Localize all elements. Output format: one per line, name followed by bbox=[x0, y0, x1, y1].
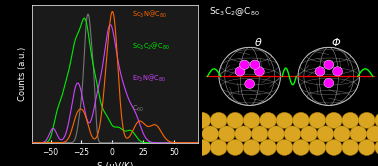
Circle shape bbox=[324, 78, 334, 88]
Circle shape bbox=[202, 126, 219, 142]
Circle shape bbox=[293, 139, 309, 155]
Circle shape bbox=[218, 126, 235, 142]
Circle shape bbox=[254, 67, 264, 76]
Circle shape bbox=[245, 79, 255, 88]
Circle shape bbox=[309, 112, 326, 128]
Circle shape bbox=[194, 112, 211, 128]
Circle shape bbox=[325, 139, 342, 155]
Circle shape bbox=[284, 126, 301, 142]
Circle shape bbox=[350, 126, 367, 142]
Text: Φ: Φ bbox=[332, 38, 340, 48]
X-axis label: S (μV/K): S (μV/K) bbox=[97, 162, 133, 166]
Circle shape bbox=[315, 67, 325, 76]
Text: C$_{60}$: C$_{60}$ bbox=[132, 104, 144, 114]
Circle shape bbox=[185, 126, 202, 142]
Circle shape bbox=[366, 126, 378, 142]
Circle shape bbox=[325, 112, 342, 128]
Circle shape bbox=[210, 112, 227, 128]
Circle shape bbox=[210, 139, 227, 155]
Circle shape bbox=[358, 139, 375, 155]
Circle shape bbox=[240, 60, 249, 69]
Circle shape bbox=[194, 139, 211, 155]
Circle shape bbox=[260, 139, 276, 155]
Circle shape bbox=[250, 60, 260, 69]
Text: θ: θ bbox=[255, 38, 262, 48]
Circle shape bbox=[227, 139, 243, 155]
Text: Sc$_3$N@C$_{80}$: Sc$_3$N@C$_{80}$ bbox=[132, 9, 167, 20]
Circle shape bbox=[317, 126, 334, 142]
Circle shape bbox=[324, 60, 334, 69]
Circle shape bbox=[342, 139, 359, 155]
Circle shape bbox=[333, 67, 342, 76]
Text: Sc$_3$C$_2$@C$_{80}$: Sc$_3$C$_2$@C$_{80}$ bbox=[132, 41, 170, 52]
Circle shape bbox=[375, 112, 378, 128]
Circle shape bbox=[276, 112, 293, 128]
Y-axis label: Counts (a.u.): Counts (a.u.) bbox=[17, 47, 26, 101]
Circle shape bbox=[342, 112, 359, 128]
Circle shape bbox=[227, 112, 243, 128]
Text: Sc$_3$C$_2$@C$_{80}$: Sc$_3$C$_2$@C$_{80}$ bbox=[209, 5, 260, 18]
Circle shape bbox=[293, 112, 309, 128]
Circle shape bbox=[235, 67, 245, 76]
Text: Er$_3$N@C$_{80}$: Er$_3$N@C$_{80}$ bbox=[132, 73, 166, 84]
Circle shape bbox=[375, 139, 378, 155]
Circle shape bbox=[251, 126, 268, 142]
Circle shape bbox=[260, 112, 276, 128]
Circle shape bbox=[333, 126, 350, 142]
Circle shape bbox=[235, 126, 252, 142]
Circle shape bbox=[358, 112, 375, 128]
Circle shape bbox=[268, 126, 285, 142]
Circle shape bbox=[301, 126, 318, 142]
Circle shape bbox=[243, 139, 260, 155]
Circle shape bbox=[243, 112, 260, 128]
Circle shape bbox=[309, 139, 326, 155]
Circle shape bbox=[276, 139, 293, 155]
